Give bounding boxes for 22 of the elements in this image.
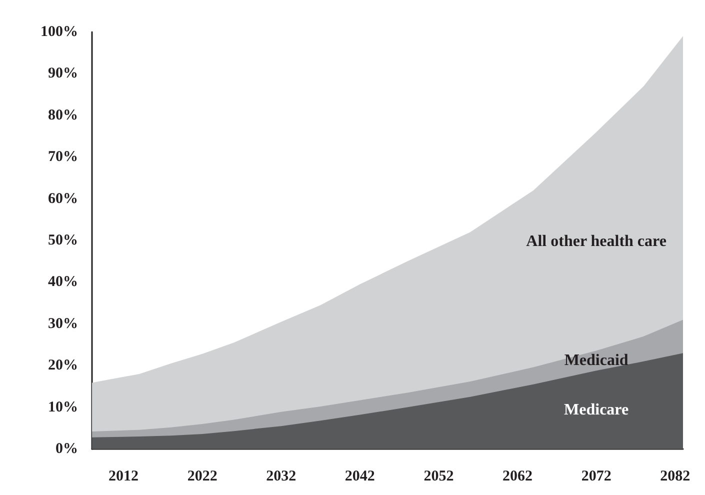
y-tick-label: 40% (48, 274, 78, 290)
x-tick-label: 2062 (502, 468, 533, 484)
y-tick-label: 100% (40, 24, 78, 40)
x-tick-label: 2052 (424, 468, 454, 484)
x-tick-label: 2012 (108, 468, 139, 484)
series-label: Medicare (564, 401, 629, 418)
x-tick-label: 2072 (581, 468, 612, 484)
x-tick-label: 2082 (660, 468, 690, 484)
y-tick-label: 90% (48, 66, 78, 82)
series-label: All other health care (526, 232, 666, 250)
y-tick-label: 60% (48, 190, 78, 207)
y-tick-label: 10% (48, 399, 78, 416)
y-tick-label: 30% (48, 316, 78, 332)
y-tick-label: 70% (48, 149, 78, 166)
series-label: Medicaid (564, 352, 628, 370)
x-tick-label: 2042 (344, 468, 375, 484)
y-tick-label: 80% (48, 107, 78, 124)
y-tick-label: 20% (48, 358, 78, 374)
x-tick-label: 2022 (187, 468, 218, 484)
x-tick-label: 2032 (266, 468, 296, 484)
y-tick-label: 50% (48, 232, 78, 248)
y-tick-label: 0% (56, 441, 78, 457)
